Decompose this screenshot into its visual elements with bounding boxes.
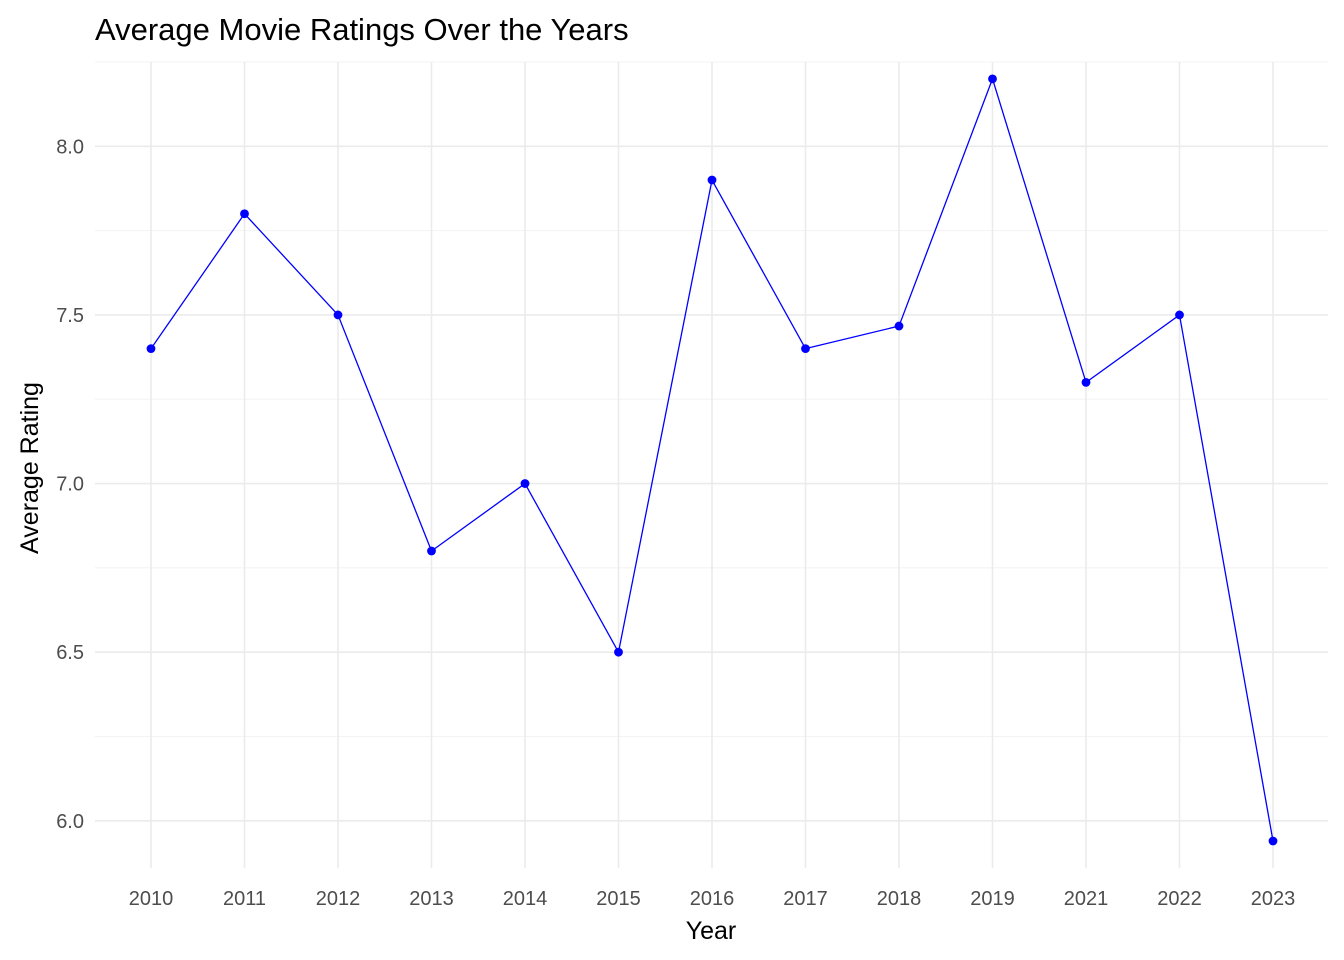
chart-title: Average Movie Ratings Over the Years: [95, 12, 629, 47]
data-point: [614, 647, 623, 657]
x-tick-label: 2011: [223, 888, 266, 910]
y-tick-label: 7.5: [56, 305, 84, 327]
y-axis-tick-labels: 6.0 6.5 7.0 7.5 8.0: [56, 136, 84, 832]
data-point: [146, 344, 156, 354]
y-tick-label: 8.0: [56, 136, 84, 158]
y-tick-label: 6.0: [56, 811, 84, 833]
x-tick-label: 2014: [503, 888, 548, 910]
x-tick-label: 2012: [316, 888, 361, 910]
x-tick-label: 2018: [877, 888, 922, 910]
data-point: [801, 344, 810, 354]
data-point: [333, 310, 343, 320]
y-axis-title: Average Rating: [16, 382, 44, 554]
data-point: [1081, 377, 1091, 387]
x-tick-label: 2013: [409, 888, 454, 910]
data-point: [707, 175, 717, 185]
x-tick-label: 2010: [129, 888, 174, 910]
x-tick-label: 2015: [596, 888, 641, 910]
x-tick-label: 2016: [690, 888, 735, 910]
x-tick-label: 2017: [783, 888, 828, 910]
data-point: [988, 74, 997, 84]
x-tick-label: 2021: [1064, 888, 1109, 910]
x-tick-label: 2019: [970, 888, 1015, 910]
x-tick-label: 2022: [1157, 888, 1202, 910]
data-point: [1175, 310, 1184, 320]
y-tick-label: 6.5: [56, 642, 84, 664]
data-point: [240, 209, 249, 219]
data-point: [520, 479, 530, 488]
grid-lines: [95, 61, 1328, 868]
x-axis-title: Year: [686, 917, 737, 945]
x-tick-label: 2023: [1251, 888, 1296, 910]
x-axis-tick-labels: 2010 2011 2012 2013 2014 2015 2016 2017 2018 2019…: [129, 888, 1296, 910]
series-points: [146, 74, 1278, 846]
data-point: [1268, 836, 1278, 846]
data-point: [894, 321, 904, 331]
y-tick-label: 7.0: [56, 474, 84, 496]
data-point: [427, 546, 436, 556]
